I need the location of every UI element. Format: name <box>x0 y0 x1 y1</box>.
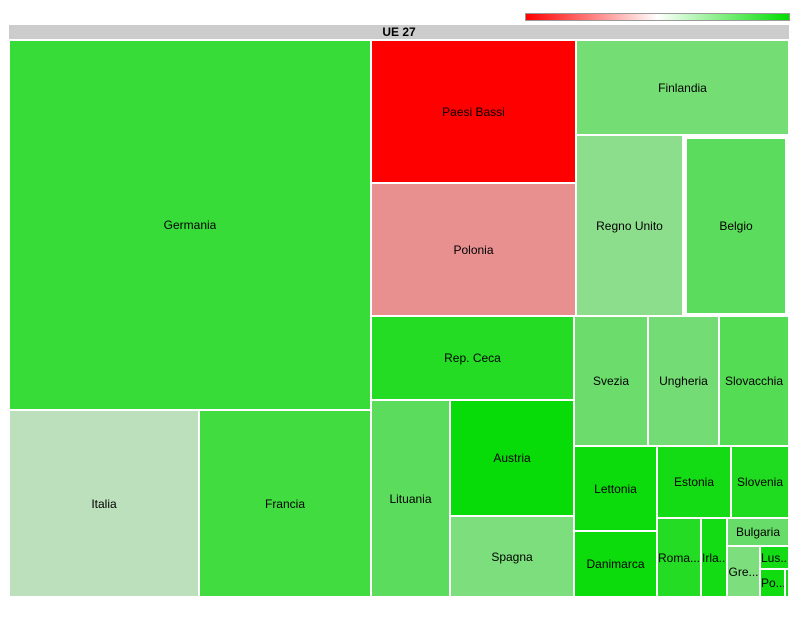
treemap-cell-label: Po... <box>761 576 784 590</box>
treemap-cell-label: Gre... <box>728 564 759 579</box>
treemap-cell-label: Francia <box>264 496 305 511</box>
treemap-cell-label: Italia <box>91 496 117 511</box>
treemap-cell-rep-ceca[interactable]: Rep. Ceca <box>371 316 574 400</box>
treemap-cell-label: Regno Unito <box>596 218 663 233</box>
treemap-cell-bulgaria[interactable]: Bulgaria <box>727 518 789 546</box>
treemap-cell-label: Estonia <box>673 475 715 489</box>
treemap-cell-slovenia[interactable]: Slovenia <box>731 446 789 518</box>
treemap-cell-label: Belgio <box>719 219 753 233</box>
treemap-cell-po[interactable]: Po... <box>760 569 785 597</box>
treemap-cell-label: Rep. Ceca <box>444 351 501 365</box>
treemap-cell-germania[interactable]: Germania <box>9 40 371 410</box>
treemap-cell-label: Irla... <box>702 550 726 565</box>
treemap-cell-label: Spagna <box>491 549 533 564</box>
treemap-cell-label: Polonia <box>453 242 494 257</box>
treemap-cell-label: Austria <box>493 451 531 465</box>
treemap-cell-slovacchia[interactable]: Slovacchia <box>719 316 789 446</box>
treemap-cell-label: Paesi Bassi <box>442 104 505 119</box>
color-scale-legend <box>525 13 790 21</box>
treemap-cell-svezia[interactable]: Svezia <box>574 316 648 446</box>
treemap-cell-estonia[interactable]: Estonia <box>657 446 731 518</box>
treemap-cell-belgio[interactable]: Belgio <box>683 135 789 317</box>
treemap-cell-label: Slovacchia <box>724 374 784 388</box>
treemap-cell-polonia[interactable]: Polonia <box>371 183 576 316</box>
treemap-cell-label: Germania <box>163 218 217 232</box>
treemap-cell-irla[interactable]: Irla... <box>701 518 727 597</box>
treemap-cell-label: Danimarca <box>586 557 645 571</box>
treemap-cell-lettonia[interactable]: Lettonia <box>574 446 657 531</box>
treemap-cell-lus[interactable]: Lus... <box>760 546 789 569</box>
treemap-header[interactable]: UE 27 <box>9 25 789 39</box>
treemap-cell-label: Bulgaria <box>735 525 781 539</box>
treemap-cell-label: Lus... <box>761 550 788 565</box>
treemap-cell-danimarca[interactable]: Danimarca <box>574 531 657 597</box>
treemap-cell-francia[interactable]: Francia <box>199 410 371 597</box>
treemap-cell-italia[interactable]: Italia <box>9 410 199 597</box>
treemap-cell-ungheria[interactable]: Ungheria <box>648 316 719 446</box>
treemap-cell-label: Svezia <box>592 374 630 388</box>
treemap-cell-lituania[interactable]: Lituania <box>371 400 450 597</box>
treemap-cell-label: Lettonia <box>594 481 637 496</box>
treemap-cell-unlabeled[interactable] <box>785 569 789 597</box>
treemap-cell-spagna[interactable]: Spagna <box>450 516 574 597</box>
treemap-cell-regno-unito[interactable]: Regno Unito <box>576 135 683 316</box>
treemap-cell-gre[interactable]: Gre... <box>727 546 760 597</box>
treemap: Germania Paesi Bassi Finlandia Polonia Regno… <box>9 40 789 597</box>
treemap-cell-label: Lituania <box>389 491 432 506</box>
treemap-cell-label: Finlandia <box>658 80 707 95</box>
treemap-cell-finlandia[interactable]: Finlandia <box>576 40 789 135</box>
treemap-cell-label: Ungheria <box>659 374 708 388</box>
treemap-cell-roma[interactable]: Roma... <box>657 518 701 597</box>
treemap-cell-label: Roma... <box>658 550 700 565</box>
treemap-cell-paesi-bassi[interactable]: Paesi Bassi <box>371 40 576 183</box>
treemap-cell-label: Slovenia <box>736 475 784 489</box>
treemap-cell-austria[interactable]: Austria <box>450 400 574 516</box>
